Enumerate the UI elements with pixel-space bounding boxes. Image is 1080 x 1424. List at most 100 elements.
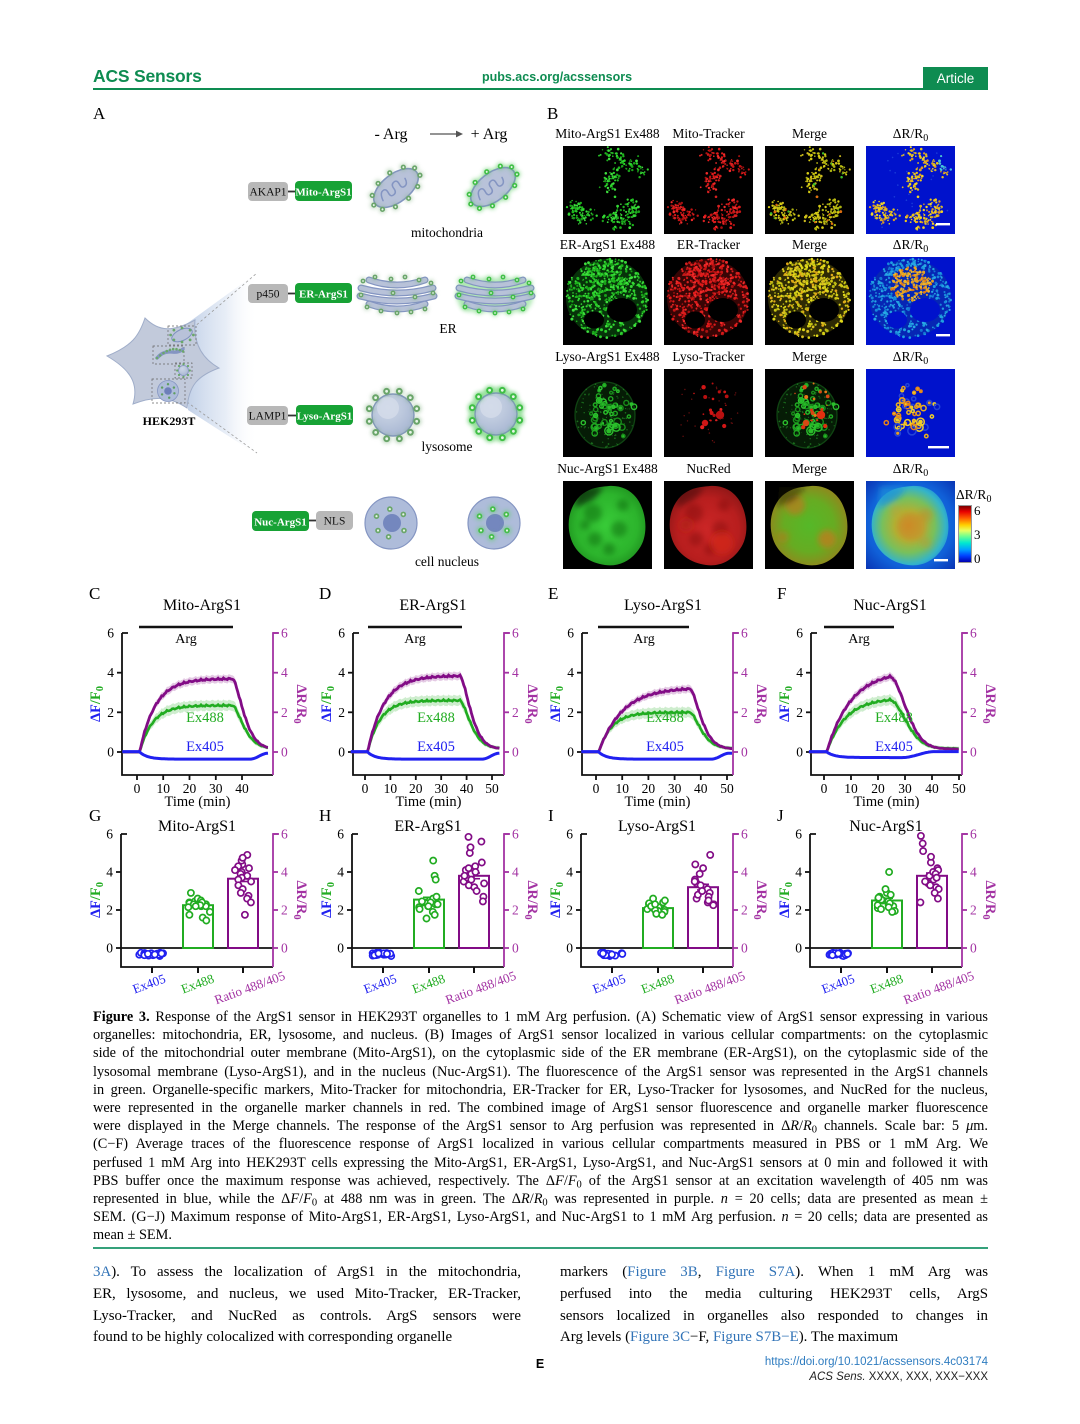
- svg-text:Time (min): Time (min): [165, 794, 231, 810]
- svg-text:ΔF/F0: ΔF/F0: [90, 686, 106, 722]
- svg-text:30: 30: [434, 781, 448, 796]
- svg-text:Arg: Arg: [848, 632, 870, 647]
- svg-text:2: 2: [970, 705, 977, 720]
- svg-text:6: 6: [106, 827, 113, 842]
- svg-text:Arg: Arg: [404, 632, 426, 647]
- svg-text:10: 10: [384, 781, 398, 796]
- svg-text:cell nucleus: cell nucleus: [415, 554, 479, 569]
- svg-text:Lyso-ArgS1: Lyso-ArgS1: [624, 597, 702, 614]
- svg-text:Time (min): Time (min): [625, 794, 691, 810]
- svg-text:6: 6: [512, 827, 519, 842]
- svg-text:40: 40: [925, 781, 939, 796]
- svg-text:Time (min): Time (min): [396, 794, 462, 810]
- svg-text:mitochondria: mitochondria: [411, 225, 483, 240]
- svg-text:0: 0: [796, 745, 803, 760]
- svg-text:6: 6: [512, 626, 519, 641]
- svg-text:Ex405: Ex405: [646, 739, 684, 755]
- svg-text:Mito-ArgS1: Mito-ArgS1: [295, 187, 351, 199]
- svg-text:30: 30: [668, 781, 682, 796]
- svg-text:20: 20: [409, 781, 423, 796]
- svg-text:Arg: Arg: [633, 632, 655, 647]
- svg-text:Nuc-ArgS1: Nuc-ArgS1: [254, 517, 307, 529]
- svg-text:Ex488: Ex488: [186, 710, 224, 726]
- svg-text:Ex405: Ex405: [417, 739, 455, 755]
- svg-text:2: 2: [107, 705, 114, 720]
- svg-text:4: 4: [796, 665, 803, 680]
- svg-text:0: 0: [106, 941, 113, 956]
- svg-text:2: 2: [338, 705, 345, 720]
- svg-text:30: 30: [209, 781, 223, 796]
- svg-text:Ex488: Ex488: [417, 710, 455, 726]
- svg-text:4: 4: [337, 865, 344, 880]
- svg-text:0: 0: [362, 781, 369, 796]
- svg-text:6: 6: [796, 626, 803, 641]
- svg-text:ER-ArgS1: ER-ArgS1: [299, 289, 348, 301]
- svg-text:Ratio 488/405: Ratio 488/405: [212, 968, 287, 1007]
- svg-text:0: 0: [281, 745, 288, 760]
- svg-text:ΔR/R0: ΔR/R0: [751, 684, 769, 723]
- svg-text:0: 0: [281, 941, 288, 956]
- svg-text:20: 20: [871, 781, 885, 796]
- svg-text:Mito-ArgS1: Mito-ArgS1: [163, 597, 241, 614]
- svg-text:ΔF/F0: ΔF/F0: [321, 882, 337, 918]
- svg-text:ΔF/F0: ΔF/F0: [321, 686, 337, 722]
- svg-text:ΔF/F0: ΔF/F0: [90, 882, 106, 918]
- svg-text:ER-ArgS1: ER-ArgS1: [394, 818, 461, 835]
- svg-text:Ex405: Ex405: [875, 739, 913, 755]
- svg-text:6: 6: [281, 626, 288, 641]
- svg-text:6: 6: [337, 827, 344, 842]
- svg-text:4: 4: [338, 665, 345, 680]
- svg-text:Arg: Arg: [175, 632, 197, 647]
- svg-text:4: 4: [567, 665, 574, 680]
- svg-text:6: 6: [281, 827, 288, 842]
- svg-text:- Arg: - Arg: [374, 126, 407, 143]
- svg-text:ΔR/R0: ΔR/R0: [291, 684, 309, 723]
- svg-text:Ex488: Ex488: [179, 971, 216, 997]
- svg-text:0: 0: [134, 781, 141, 796]
- svg-text:Mito-ArgS1: Mito-ArgS1: [158, 818, 236, 835]
- svg-text:6: 6: [338, 626, 345, 641]
- svg-text:AKAP1: AKAP1: [249, 187, 286, 199]
- svg-text:50: 50: [485, 781, 499, 796]
- svg-text:10: 10: [156, 781, 170, 796]
- svg-text:0: 0: [107, 745, 114, 760]
- svg-text:ER: ER: [439, 321, 456, 336]
- svg-text:lysosome: lysosome: [421, 439, 472, 454]
- svg-text:ΔR/R0: ΔR/R0: [980, 684, 998, 723]
- svg-text:20: 20: [642, 781, 656, 796]
- svg-text:2: 2: [106, 903, 113, 918]
- svg-text:20: 20: [183, 781, 197, 796]
- svg-text:Ex405: Ex405: [130, 971, 167, 997]
- svg-text:0: 0: [593, 781, 600, 796]
- svg-text:2: 2: [337, 903, 344, 918]
- svg-text:ΔF/F0: ΔF/F0: [779, 686, 795, 722]
- svg-text:Ex488: Ex488: [646, 710, 684, 726]
- svg-text:2: 2: [512, 705, 519, 720]
- svg-text:0: 0: [338, 745, 345, 760]
- svg-text:6: 6: [567, 626, 574, 641]
- svg-text:Ex405: Ex405: [186, 739, 224, 755]
- svg-text:2: 2: [281, 903, 288, 918]
- svg-text:0: 0: [821, 781, 828, 796]
- svg-text:6: 6: [107, 626, 114, 641]
- svg-text:2: 2: [796, 705, 803, 720]
- svg-text:2: 2: [741, 705, 748, 720]
- svg-text:0: 0: [512, 941, 519, 956]
- svg-text:Nuc-ArgS1: Nuc-ArgS1: [853, 597, 926, 614]
- svg-text:Ex488: Ex488: [875, 710, 913, 726]
- svg-text:NLS: NLS: [324, 516, 346, 528]
- svg-text:ΔF/F0: ΔF/F0: [550, 686, 566, 722]
- svg-text:0: 0: [567, 745, 574, 760]
- svg-text:2: 2: [281, 705, 288, 720]
- svg-text:10: 10: [844, 781, 858, 796]
- svg-text:10: 10: [615, 781, 629, 796]
- svg-text:LAMP1: LAMP1: [249, 411, 287, 423]
- svg-text:Time (min): Time (min): [854, 794, 920, 810]
- svg-text:4: 4: [281, 865, 288, 880]
- svg-text:4: 4: [741, 665, 748, 680]
- svg-text:6: 6: [970, 626, 977, 641]
- svg-text:6: 6: [741, 626, 748, 641]
- svg-text:+ Arg: + Arg: [471, 126, 508, 143]
- svg-text:4: 4: [281, 665, 288, 680]
- svg-text:p450: p450: [257, 289, 280, 301]
